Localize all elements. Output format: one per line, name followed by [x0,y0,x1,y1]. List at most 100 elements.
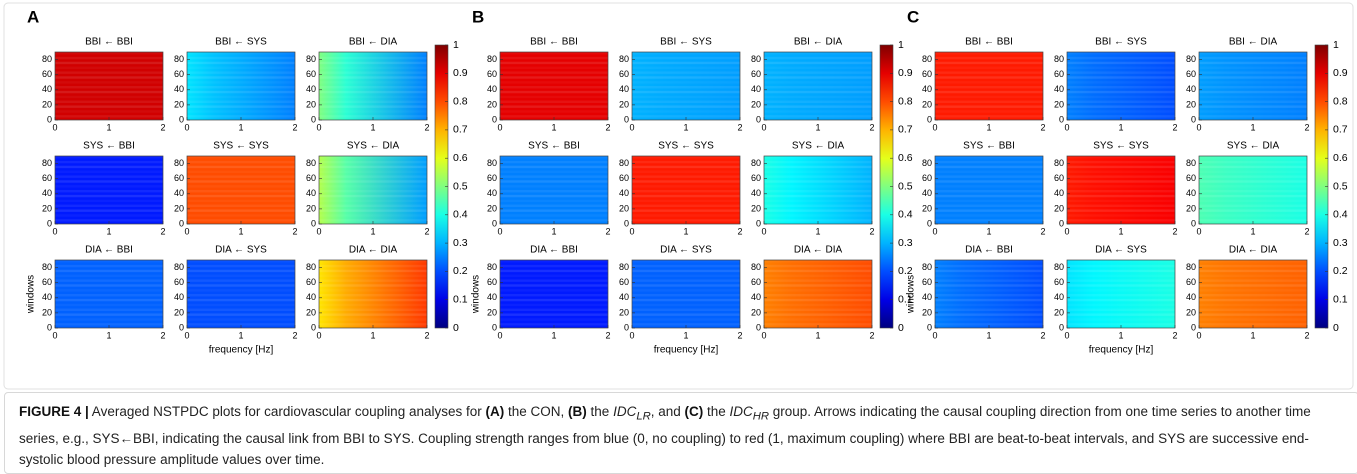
x-tick-label: 0 [761,226,766,236]
heatmap-stripe [1067,190,1175,193]
heatmap-stripe [55,294,163,297]
heatmap-stripe [1199,76,1307,79]
y-tick-label: 40 [751,292,761,302]
heatmap-stripe [1199,190,1307,193]
y-tick-label: 20 [306,203,316,213]
heatmap-stripe [187,180,295,183]
heatmap-stripe [1199,160,1307,164]
heatmap-stripe [1067,61,1175,65]
heatmap-stripe [55,110,163,113]
heatmap-stripe [1067,219,1175,222]
heatmap-stripe [55,115,163,118]
x-tick-label: 1 [238,330,243,340]
x-tick-label: 0 [1064,122,1069,132]
colorbar-tick-label: 0.7 [898,124,913,136]
heatmap-stripe [187,56,295,60]
subplot-title: SYS ← DIA [347,141,400,152]
y-tick-label: 80 [1054,54,1064,64]
heatmap-stripe [1199,209,1307,212]
heatmap-stripe [187,52,295,55]
heatmap-stripe [764,313,872,316]
heatmap-stripe [500,71,608,74]
heatmap-stripe [1067,264,1175,268]
x-tick-label: 1 [986,226,991,236]
heatmap-stripe [1199,264,1307,268]
y-tick-label: 0 [756,218,761,228]
heatmap-stripe [55,81,163,84]
y-tick-label: 20 [1186,307,1196,317]
heatmap-stripe [55,279,163,282]
heatmap-stripe [632,52,740,55]
heatmap-stripe [1199,274,1307,277]
heatmap-stripe [632,279,740,282]
x-tick-label: 2 [737,330,742,340]
heatmap-stripe [764,170,872,173]
heatmap-stripe [55,165,163,169]
heatmap-stripe [319,269,427,273]
x-tick-label: 2 [869,122,874,132]
heatmap-stripe [500,274,608,277]
y-tick-label: 80 [306,158,316,168]
x-tick-label: 1 [551,330,556,340]
heatmap-stripe [187,260,295,263]
x-tick-label: 2 [605,226,610,236]
heatmap-stripe [764,303,872,307]
colorbar-tick-label: 0.1 [898,293,913,305]
heatmap-stripe [319,199,427,203]
heatmap-stripe [500,303,608,307]
heatmap-stripe [55,190,163,193]
subplot-title: SYS ← SYS [1093,141,1149,152]
caption-text: the CON, [504,404,569,419]
x-tick-label: 0 [629,226,634,236]
heatmap-stripe [935,294,1043,297]
y-tick-label: 60 [306,173,316,183]
heatmap-stripe [1067,204,1175,207]
heatmap-stripe [187,318,295,321]
x-tick-label: 1 [551,122,556,132]
heatmap [319,260,427,328]
heatmap-stripe [935,323,1043,326]
caption-text: IDC [729,404,753,419]
x-tick-label: 2 [424,122,429,132]
x-tick-label: 1 [1250,226,1255,236]
colorbar-tick-label: 0.5 [453,180,468,192]
heatmap-stripe [1199,185,1307,188]
heatmap-stripe [1067,303,1175,307]
y-tick-label: 0 [1191,322,1196,332]
heatmap-stripe [500,260,608,263]
x-tick-label: 0 [1196,226,1201,236]
heatmap-stripe [187,274,295,277]
x-tick-label: 2 [1040,122,1045,132]
heatmap-stripe [319,274,427,277]
x-tick-label: 1 [986,122,991,132]
heatmap-stripe [1199,214,1307,217]
y-tick-label: 40 [619,292,629,302]
y-tick-label: 20 [922,203,932,213]
heatmap-stripe [319,56,427,60]
heatmap-stripe [1199,95,1307,99]
heatmap-stripe [55,313,163,316]
y-tick-label: 0 [311,114,316,124]
y-tick-label: 80 [751,54,761,64]
caption-text: , and [650,404,685,419]
heatmap-stripe [935,284,1043,287]
x-tick-label: 2 [1172,226,1177,236]
y-tick-label: 40 [487,84,497,94]
x-tick-label: 0 [932,122,937,132]
colorbar-tick-label: 0.8 [898,95,913,107]
heatmap-stripe [500,194,608,198]
x-tick-label: 0 [932,226,937,236]
x-tick-label: 2 [292,122,297,132]
heatmap-stripe [1199,204,1307,207]
heatmap-stripe [632,303,740,307]
heatmap-stripe [187,313,295,316]
heatmap-stripe [55,90,163,94]
heatmap-stripe [319,160,427,164]
y-tick-label: 60 [922,173,932,183]
heatmap-stripe [764,175,872,178]
heatmap-stripe [187,110,295,113]
heatmap-stripe [500,175,608,178]
y-tick-label: 0 [1191,218,1196,228]
y-axis-label: windows [471,275,482,314]
y-tick-label: 60 [487,277,497,287]
